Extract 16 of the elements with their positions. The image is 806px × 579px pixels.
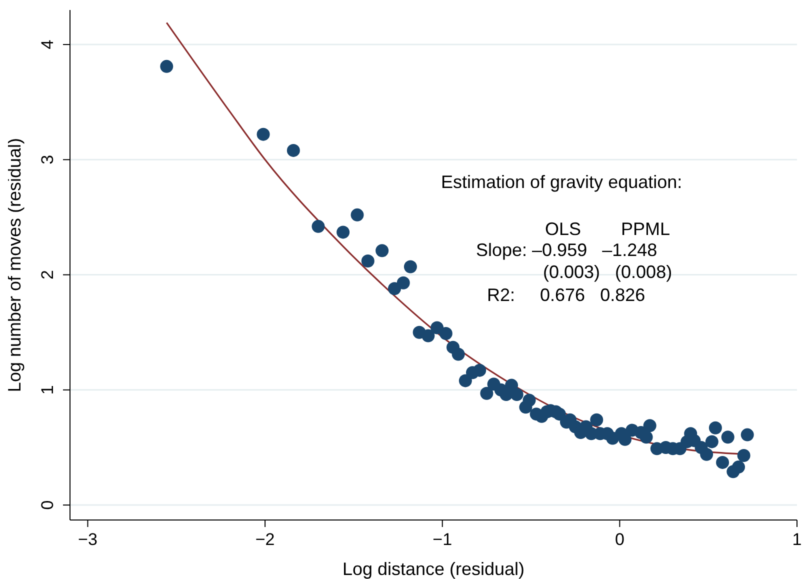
y-tick-label: 0 [38, 500, 57, 510]
x-tick-label: −1 [432, 530, 452, 549]
x-axis-title: Log distance (residual) [342, 559, 525, 579]
x-tick-label: −3 [78, 530, 98, 549]
annotation: Estimation of gravity equation: [441, 172, 682, 192]
x-tick-label: 1 [792, 530, 802, 549]
annotation: R2: 0.676 0.826 [487, 285, 646, 305]
x-tick-label: −2 [255, 530, 275, 549]
y-tick-label: 3 [38, 154, 57, 164]
annotation: Slope: –0.959 –1.248 [476, 240, 658, 260]
annotation: OLS PPML [545, 219, 670, 239]
x-tick-label: 0 [614, 530, 624, 549]
annotation: (0.003) (0.008) [543, 262, 672, 282]
y-tick-label: 2 [38, 270, 57, 280]
y-tick-label: 1 [38, 385, 57, 395]
y-tick-label: 4 [38, 40, 57, 50]
